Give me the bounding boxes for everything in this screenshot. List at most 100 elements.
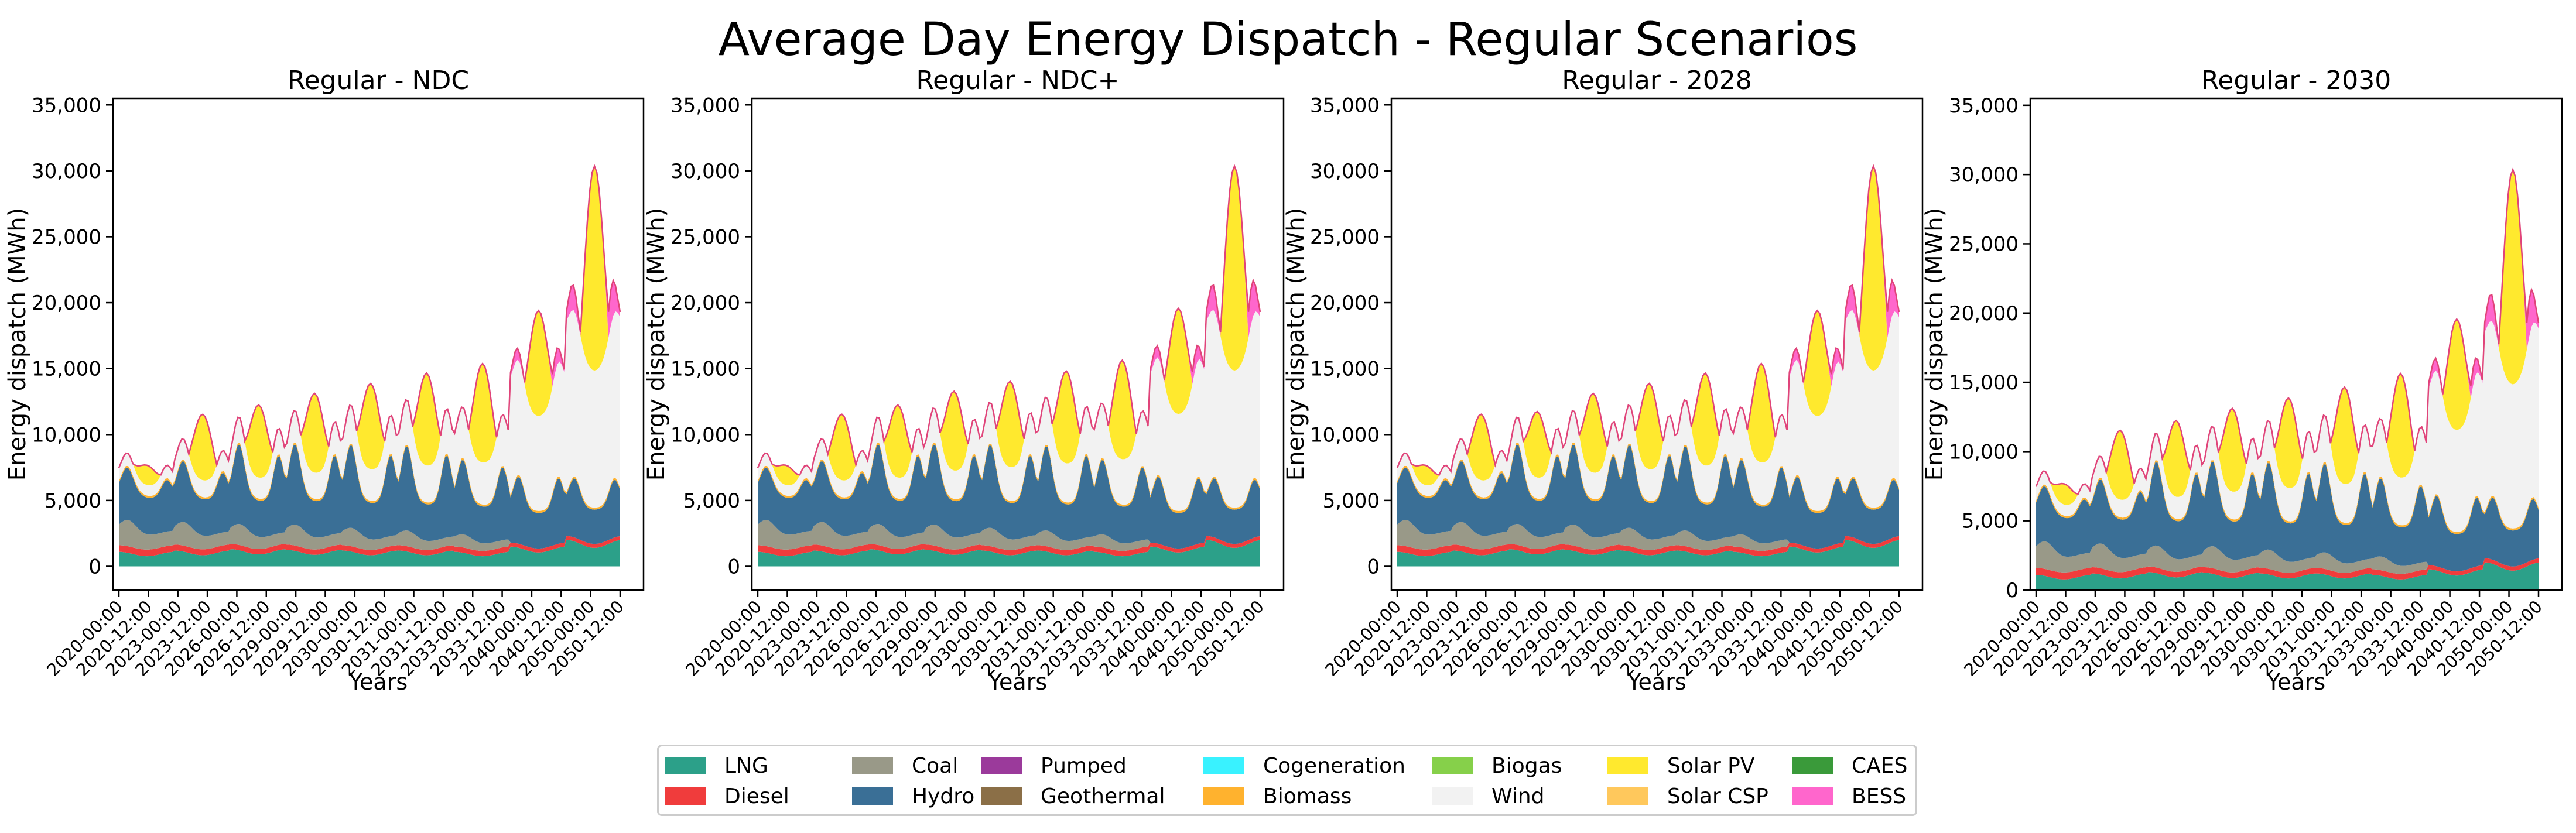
area-hydro bbox=[2036, 462, 2539, 572]
chart-title: Regular - NDC bbox=[288, 66, 469, 95]
legend-item: Solar PV bbox=[1607, 751, 1755, 780]
y-tick-label: 15,000 bbox=[670, 358, 740, 381]
y-tick-label: 35,000 bbox=[670, 94, 740, 117]
y-tick-label: 30,000 bbox=[1310, 160, 1380, 183]
y-tick-label: 20,000 bbox=[1949, 302, 2019, 325]
legend-label: Hydro bbox=[912, 784, 975, 808]
legend-item: Diesel bbox=[665, 781, 789, 811]
x-axis-label: Years bbox=[2266, 669, 2325, 695]
legend-swatch bbox=[981, 757, 1022, 774]
axes-frame bbox=[1390, 97, 1924, 591]
area-biomass bbox=[119, 443, 620, 513]
y-tick-label: 0 bbox=[1367, 555, 1380, 578]
legend-item: Biogas bbox=[1432, 751, 1562, 780]
area-lng bbox=[1397, 540, 1899, 567]
legend-swatch bbox=[1792, 787, 1833, 805]
total-line bbox=[2035, 167, 2540, 495]
y-tick-label: 25,000 bbox=[1949, 232, 2019, 256]
legend-swatch bbox=[1607, 757, 1648, 774]
legend-swatch bbox=[1432, 757, 1473, 774]
y-tick-label: 30,000 bbox=[670, 160, 740, 183]
y-tick-label: 0 bbox=[2006, 579, 2019, 602]
legend-label: CAES bbox=[1852, 753, 1908, 778]
y-tick-label: 35,000 bbox=[1949, 94, 2019, 118]
chart-title: Regular - NDC+ bbox=[916, 66, 1120, 95]
area-lng bbox=[758, 540, 1260, 567]
area-hydro bbox=[1397, 444, 1899, 549]
area-diesel bbox=[2036, 558, 2539, 580]
legend-item: Biomass bbox=[1203, 781, 1352, 811]
legend-label: Solar CSP bbox=[1667, 784, 1768, 808]
area-coal bbox=[758, 520, 1260, 551]
legend-label: Cogeneration bbox=[1263, 753, 1405, 778]
y-tick-label: 0 bbox=[727, 555, 740, 578]
legend-item: Wind bbox=[1432, 781, 1544, 811]
legend-swatch bbox=[665, 787, 706, 805]
y-tick-label: 25,000 bbox=[670, 225, 740, 249]
legend-label: BESS bbox=[1852, 784, 1907, 808]
y-tick-label: 10,000 bbox=[1310, 423, 1380, 447]
y-axis-label: Energy dispatch (MWh) bbox=[1282, 208, 1309, 481]
total-line bbox=[757, 164, 1261, 476]
legend-swatch bbox=[1203, 757, 1244, 774]
legend-item: CAES bbox=[1792, 751, 1907, 780]
legend-item: Hydro bbox=[852, 781, 974, 811]
legend-item: Coal bbox=[852, 751, 958, 780]
y-tick-label: 20,000 bbox=[670, 292, 740, 315]
area-diesel bbox=[119, 536, 620, 557]
legend-label: Pumped bbox=[1041, 753, 1127, 778]
x-axis-label: Years bbox=[1627, 669, 1686, 695]
legend-swatch bbox=[981, 787, 1022, 805]
y-tick-label: 5,000 bbox=[683, 489, 740, 513]
area-biomass bbox=[758, 443, 1260, 513]
y-tick-label: 35,000 bbox=[32, 94, 101, 117]
area-lng bbox=[2036, 562, 2539, 590]
area-solar-pv bbox=[1397, 166, 1899, 485]
chart-panel: 0 5,000 10,000 15,000 20,000 25,000 30,000 35,0… bbox=[4, 66, 645, 695]
area-hydro bbox=[758, 444, 1260, 549]
total-line bbox=[118, 164, 621, 476]
y-tick-label: 15,000 bbox=[1949, 371, 2019, 395]
area-solar-pv bbox=[119, 166, 620, 485]
chart-title: Regular - 2028 bbox=[1562, 66, 1752, 95]
area-coal bbox=[119, 520, 620, 551]
y-tick-label: 10,000 bbox=[670, 423, 740, 447]
y-axis-label: Energy dispatch (MWh) bbox=[4, 208, 31, 481]
legend-item: Cogeneration bbox=[1203, 751, 1405, 780]
y-axis-label: Energy dispatch (MWh) bbox=[643, 208, 670, 481]
area-biomass bbox=[2036, 460, 2539, 534]
legend-label: Coal bbox=[912, 753, 959, 778]
legend-item: Pumped bbox=[981, 751, 1127, 780]
y-tick-label: 0 bbox=[88, 555, 101, 578]
y-tick-label: 25,000 bbox=[1310, 225, 1380, 249]
chart-panel: 0 5,000 10,000 15,000 20,000 25,000 30,000 35,0… bbox=[1921, 66, 2563, 695]
legend-item: Geothermal bbox=[981, 781, 1165, 811]
legend-label: Diesel bbox=[724, 784, 789, 808]
legend-swatch bbox=[665, 757, 706, 774]
legend-label: Wind bbox=[1491, 784, 1545, 808]
y-tick-label: 5,000 bbox=[1962, 510, 2019, 533]
area-wind bbox=[119, 310, 620, 511]
y-tick-label: 10,000 bbox=[1949, 440, 2019, 464]
area-solar-pv bbox=[758, 166, 1260, 485]
area-hydro bbox=[119, 444, 620, 549]
y-tick-label: 35,000 bbox=[1310, 94, 1380, 117]
area-coal bbox=[2036, 541, 2539, 574]
chart-title: Regular - 2030 bbox=[2201, 66, 2392, 95]
legend-swatch bbox=[1432, 787, 1473, 805]
area-wind bbox=[758, 310, 1260, 511]
total-line bbox=[1396, 164, 1900, 476]
legend-swatch bbox=[1792, 757, 1833, 774]
legend-swatch bbox=[1607, 787, 1648, 805]
y-tick-label: 20,000 bbox=[1310, 292, 1380, 315]
legend-swatch bbox=[852, 757, 893, 774]
y-tick-label: 15,000 bbox=[32, 358, 101, 381]
x-axis-label: Years bbox=[988, 669, 1047, 695]
area-diesel bbox=[758, 536, 1260, 557]
y-axis-label: Energy dispatch (MWh) bbox=[1921, 208, 1948, 481]
axes-frame bbox=[751, 97, 1285, 591]
legend-label: Solar PV bbox=[1667, 753, 1755, 778]
y-tick-label: 25,000 bbox=[32, 225, 101, 249]
legend-item: BESS bbox=[1792, 781, 1906, 811]
